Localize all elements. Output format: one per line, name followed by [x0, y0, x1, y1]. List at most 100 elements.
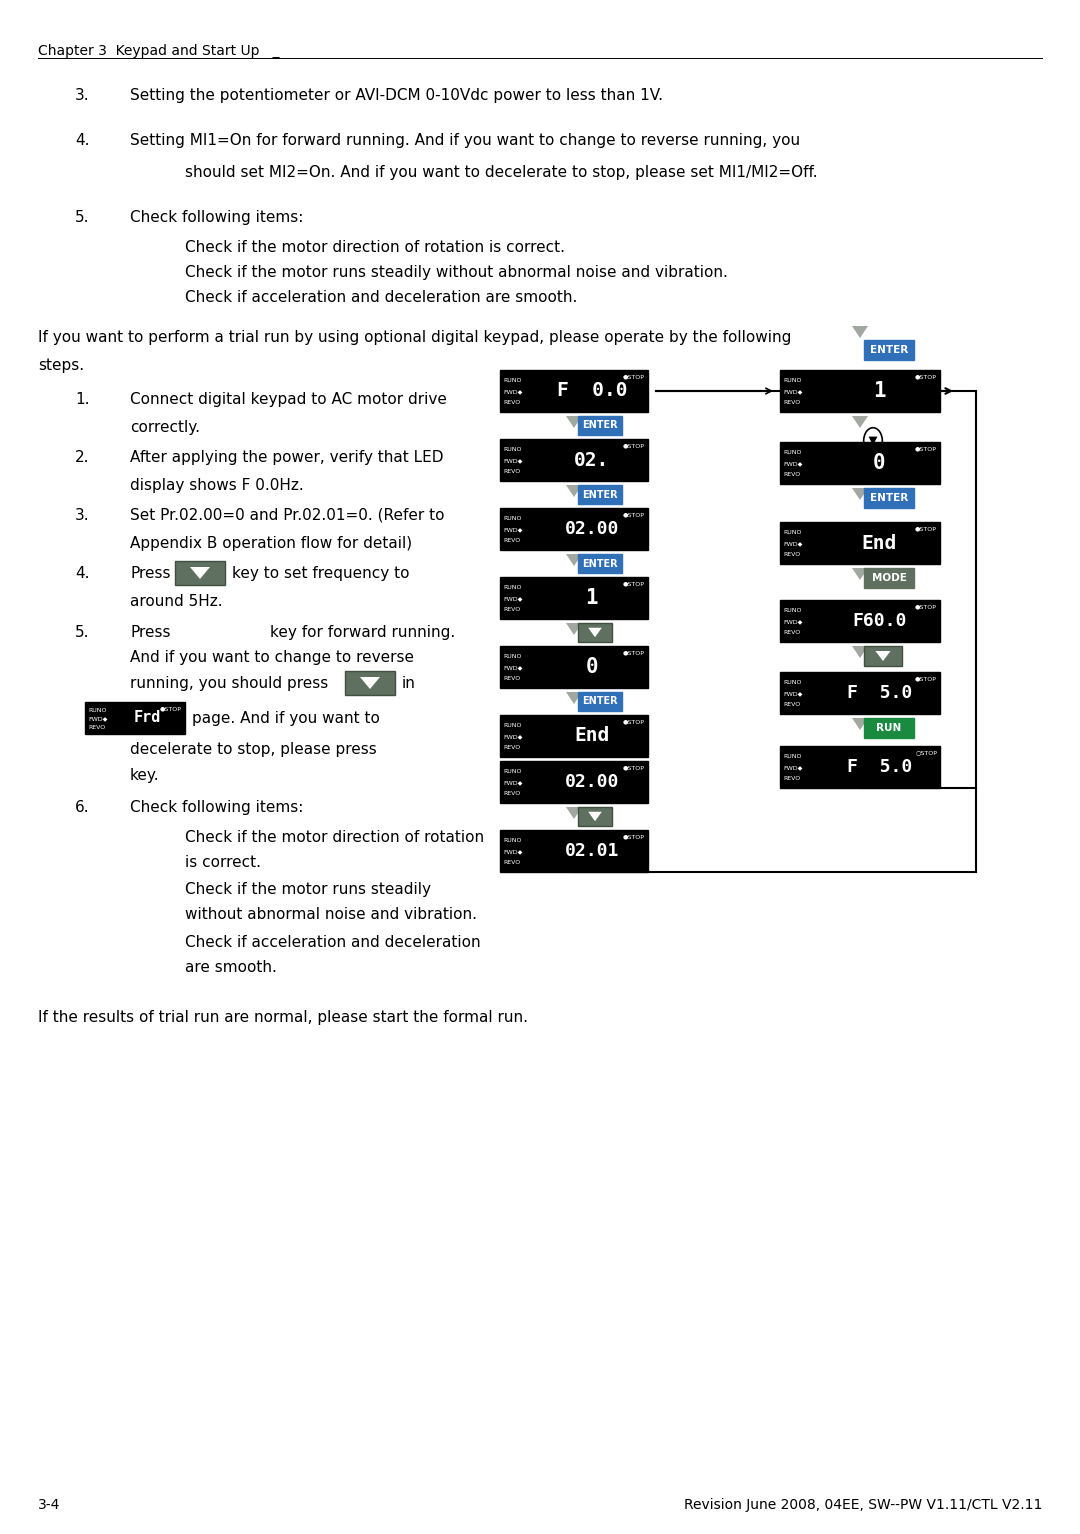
Text: ●STOP: ●STOP: [160, 706, 183, 710]
Text: Check if acceleration and deceleration are smooth.: Check if acceleration and deceleration a…: [185, 290, 578, 305]
Text: FWD◆: FWD◆: [783, 542, 802, 546]
Text: key to set frequency to: key to set frequency to: [232, 566, 409, 581]
FancyBboxPatch shape: [780, 672, 940, 713]
Text: without abnormal noise and vibration.: without abnormal noise and vibration.: [185, 907, 477, 922]
Text: RUNO: RUNO: [783, 680, 801, 684]
Text: FWD◆: FWD◆: [503, 664, 523, 670]
Text: 3.: 3.: [75, 87, 90, 103]
Text: 2.: 2.: [75, 449, 90, 465]
Text: ●STOP: ●STOP: [623, 581, 645, 586]
Text: RUNO: RUNO: [503, 723, 522, 727]
Text: ●STOP: ●STOP: [915, 446, 937, 451]
Text: FWD◆: FWD◆: [503, 526, 523, 532]
Text: F  0.0: F 0.0: [556, 382, 627, 400]
Text: REVO: REVO: [783, 472, 800, 477]
FancyBboxPatch shape: [780, 522, 940, 565]
Polygon shape: [852, 718, 868, 730]
Text: REVO: REVO: [783, 630, 800, 635]
FancyBboxPatch shape: [578, 692, 622, 710]
Polygon shape: [852, 646, 868, 658]
Text: REVO: REVO: [503, 469, 521, 474]
Text: Check following items:: Check following items:: [130, 210, 303, 225]
Text: should set MI2=On. And if you want to decelerate to stop, please set MI1/MI2=Off: should set MI2=On. And if you want to de…: [185, 166, 818, 179]
Text: ENTER: ENTER: [582, 489, 618, 500]
Text: ENTER: ENTER: [869, 492, 908, 503]
FancyBboxPatch shape: [500, 830, 648, 871]
Text: Setting the potentiometer or AVI-DCM 0-10Vdc power to less than 1V.: Setting the potentiometer or AVI-DCM 0-1…: [130, 87, 663, 103]
FancyBboxPatch shape: [864, 718, 914, 738]
Text: Check if the motor direction of rotation is correct.: Check if the motor direction of rotation…: [185, 239, 565, 255]
Text: 3.: 3.: [75, 508, 90, 523]
FancyBboxPatch shape: [864, 646, 902, 666]
Text: FWD◆: FWD◆: [783, 390, 802, 394]
Text: ●STOP: ●STOP: [623, 443, 645, 448]
Text: 5.: 5.: [75, 210, 90, 225]
Circle shape: [864, 428, 882, 454]
Text: Check if the motor direction of rotation: Check if the motor direction of rotation: [185, 830, 484, 845]
Text: ●STOP: ●STOP: [623, 650, 645, 655]
FancyBboxPatch shape: [345, 670, 395, 695]
FancyBboxPatch shape: [864, 568, 914, 588]
Text: RUNO: RUNO: [503, 446, 522, 451]
Text: decelerate to stop, please press: decelerate to stop, please press: [130, 742, 377, 756]
Text: 02.01: 02.01: [565, 842, 619, 861]
Text: Check if the motor runs steadily: Check if the motor runs steadily: [185, 882, 431, 897]
Text: Revision June 2008, 04EE, SW--PW V1.11/CTL V2.11: Revision June 2008, 04EE, SW--PW V1.11/C…: [684, 1499, 1042, 1513]
Text: REVO: REVO: [87, 726, 105, 730]
Text: RUNO: RUNO: [503, 515, 522, 520]
Text: correctly.: correctly.: [130, 420, 200, 436]
Text: ●STOP: ●STOP: [915, 676, 937, 681]
Polygon shape: [566, 554, 582, 566]
FancyBboxPatch shape: [578, 623, 612, 643]
Text: REVO: REVO: [503, 792, 521, 796]
Polygon shape: [566, 623, 582, 635]
Text: ●STOP: ●STOP: [915, 374, 937, 379]
Text: RUNO: RUNO: [503, 769, 522, 773]
FancyBboxPatch shape: [500, 761, 648, 802]
Text: REVO: REVO: [503, 400, 521, 405]
Text: FWD◆: FWD◆: [503, 848, 523, 854]
Text: FWD◆: FWD◆: [783, 460, 802, 466]
FancyBboxPatch shape: [780, 370, 940, 413]
Text: ●STOP: ●STOP: [623, 719, 645, 724]
Polygon shape: [566, 416, 582, 428]
FancyBboxPatch shape: [578, 554, 622, 574]
FancyBboxPatch shape: [175, 561, 225, 584]
Text: ●STOP: ●STOP: [623, 834, 645, 839]
Text: Frd: Frd: [133, 710, 161, 726]
Text: ●STOP: ●STOP: [623, 765, 645, 770]
Polygon shape: [852, 488, 868, 500]
Text: Appendix B operation flow for detail): Appendix B operation flow for detail): [130, 535, 413, 551]
Text: 02.00: 02.00: [565, 520, 619, 538]
Polygon shape: [589, 811, 602, 821]
Text: REVO: REVO: [783, 400, 800, 405]
Text: page. And if you want to: page. And if you want to: [192, 710, 380, 726]
Text: FWD◆: FWD◆: [783, 618, 802, 624]
FancyBboxPatch shape: [500, 577, 648, 620]
FancyBboxPatch shape: [500, 439, 648, 482]
Polygon shape: [852, 327, 868, 337]
Text: steps.: steps.: [38, 357, 84, 373]
Text: Setting MI1=On for forward running. And if you want to change to reverse running: Setting MI1=On for forward running. And …: [130, 133, 800, 147]
Text: RUNO: RUNO: [87, 707, 107, 713]
Text: is correct.: is correct.: [185, 854, 261, 870]
FancyBboxPatch shape: [500, 646, 648, 689]
Text: REVO: REVO: [503, 676, 521, 681]
Text: After applying the power, verify that LED: After applying the power, verify that LE…: [130, 449, 444, 465]
Text: FWD◆: FWD◆: [503, 733, 523, 739]
Text: FWD◆: FWD◆: [503, 595, 523, 601]
Text: Check if the motor runs steadily without abnormal noise and vibration.: Check if the motor runs steadily without…: [185, 265, 728, 281]
Text: ENTER: ENTER: [869, 345, 908, 354]
Text: Connect digital keypad to AC motor drive: Connect digital keypad to AC motor drive: [130, 393, 447, 407]
FancyBboxPatch shape: [864, 488, 914, 508]
Text: RUNO: RUNO: [503, 838, 522, 842]
Polygon shape: [876, 650, 891, 661]
Text: 3-4: 3-4: [38, 1499, 60, 1513]
FancyBboxPatch shape: [780, 442, 940, 485]
Text: ●STOP: ●STOP: [623, 374, 645, 379]
Text: 1: 1: [873, 380, 886, 400]
Text: ○STOP: ○STOP: [915, 750, 937, 755]
FancyBboxPatch shape: [578, 485, 622, 505]
Text: 5.: 5.: [75, 624, 90, 640]
FancyBboxPatch shape: [500, 370, 648, 413]
